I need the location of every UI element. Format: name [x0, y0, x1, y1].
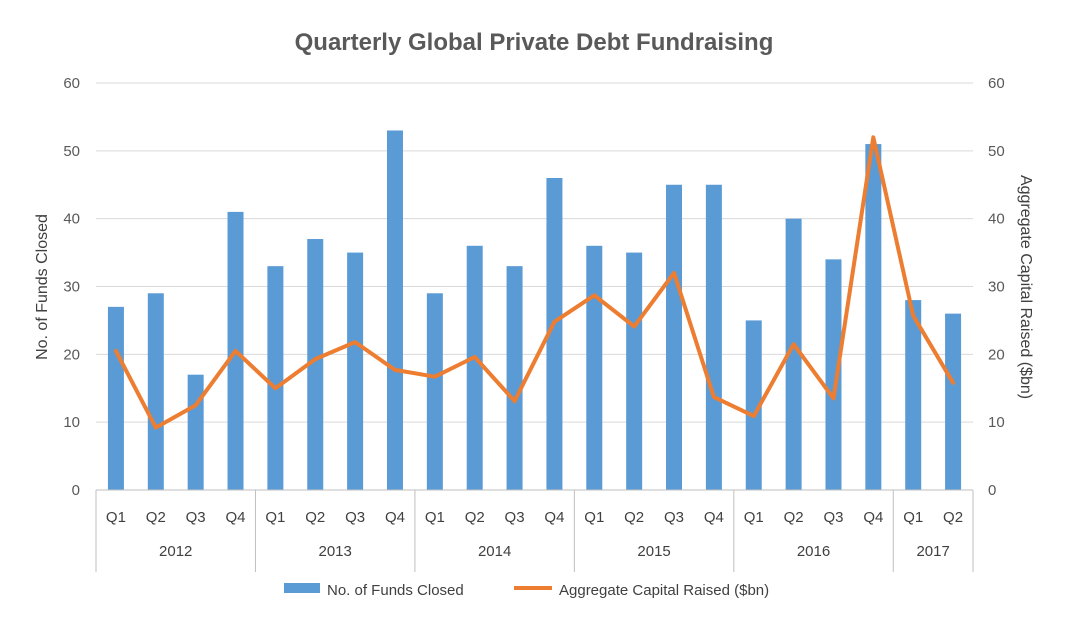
quarter-label: Q2 — [146, 509, 166, 526]
quarter-label: Q2 — [465, 509, 485, 526]
bar — [546, 177, 563, 490]
quarter-label: Q3 — [345, 509, 365, 526]
y2-tick-label: 20 — [988, 346, 1005, 363]
y2-tick-label: 40 — [988, 211, 1005, 228]
quarter-label: Q3 — [664, 509, 684, 526]
bar — [865, 144, 882, 491]
bar — [307, 239, 324, 490]
y-tick-label: 30 — [63, 279, 80, 296]
quarter-label: Q1 — [744, 509, 764, 526]
bar — [666, 184, 683, 490]
bar — [347, 252, 364, 490]
y-tick-label: 40 — [63, 211, 80, 228]
quarter-label: Q2 — [784, 509, 804, 526]
bar — [745, 320, 762, 490]
legend-swatch-bars — [284, 583, 320, 593]
x-axis: Q1 Q2 Q3 Q4 Q1 Q2 Q3 Q4 Q1 Q2 Q3 Q4 Q1 Q2 Q3 Q4 Q1 Q2 Q3 Q4… — [95, 489, 974, 572]
quarter-label: Q4 — [385, 509, 405, 526]
y-tick-label: 20 — [63, 346, 80, 363]
legend-label-line: Aggregate Capital Raised ($bn) — [559, 582, 769, 599]
quarter-label: Q2 — [624, 509, 644, 526]
y2-tick-label: 10 — [988, 414, 1005, 431]
bar — [386, 130, 403, 490]
quarter-label: Q4 — [704, 509, 724, 526]
bar — [267, 266, 284, 490]
quarter-label: Q1 — [265, 509, 285, 526]
chart-title: Quarterly Global Private Debt Fundraisin… — [295, 29, 774, 56]
line-series — [113, 135, 956, 430]
y-axis-title: No. of Funds Closed — [34, 214, 51, 360]
quarter-label: Q1 — [584, 509, 604, 526]
quarter-label: Q2 — [943, 509, 963, 526]
quarter-label: Q4 — [863, 509, 883, 526]
y2-tick-label: 60 — [988, 75, 1005, 92]
y2-tick-label: 0 — [988, 482, 996, 499]
year-label: 2012 — [159, 543, 192, 560]
y2-axis-title: Aggregate Capital Raised ($bn) — [1017, 175, 1034, 399]
bar — [705, 184, 722, 490]
quarter-label: Q1 — [903, 509, 923, 526]
bar-series — [107, 130, 962, 491]
quarter-label: Q3 — [186, 509, 206, 526]
y-tick-label: 10 — [63, 414, 80, 431]
year-label: 2014 — [478, 543, 511, 560]
legend: No. of Funds Closed Aggregate Capital Ra… — [284, 582, 769, 599]
quarter-label: Q1 — [106, 509, 126, 526]
bar — [187, 374, 204, 490]
bar — [506, 266, 523, 490]
year-label: 2017 — [916, 543, 949, 560]
y-tick-label: 60 — [63, 75, 80, 92]
year-label: 2013 — [318, 543, 351, 560]
y-axis-right: 0 10 20 30 40 50 60 — [988, 75, 1005, 499]
bar — [626, 252, 643, 490]
bar — [147, 293, 164, 490]
bar — [466, 245, 483, 490]
y-axis-left: 0 10 20 30 40 50 60 — [63, 75, 80, 499]
y-tick-label: 0 — [72, 482, 80, 499]
year-label: 2016 — [797, 543, 830, 560]
legend-label-bars: No. of Funds Closed — [327, 582, 464, 599]
bar — [426, 293, 443, 490]
bar — [785, 218, 802, 490]
year-label: 2015 — [637, 543, 670, 560]
quarter-label: Q1 — [425, 509, 445, 526]
y2-tick-label: 30 — [988, 279, 1005, 296]
bar — [107, 306, 124, 490]
line-path — [113, 135, 956, 430]
quarter-label: Q4 — [226, 509, 246, 526]
quarter-label: Q3 — [823, 509, 843, 526]
quarter-label: Q4 — [544, 509, 564, 526]
quarter-label: Q3 — [505, 509, 525, 526]
bar — [825, 259, 842, 490]
y-tick-label: 50 — [63, 143, 80, 160]
y2-tick-label: 50 — [988, 143, 1005, 160]
bar — [945, 313, 962, 490]
quarter-label: Q2 — [305, 509, 325, 526]
bar — [586, 245, 603, 490]
bar — [905, 300, 922, 490]
